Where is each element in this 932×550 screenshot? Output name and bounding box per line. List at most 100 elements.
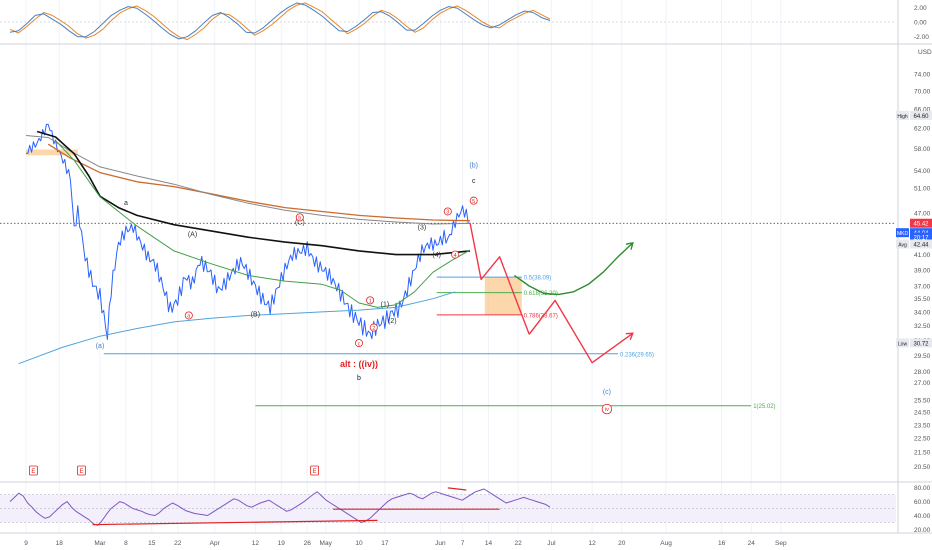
- wave-circle-label: b: [298, 216, 301, 222]
- price-badge-tag-label: Avg: [898, 243, 907, 249]
- rsi-line: [9, 488, 551, 526]
- wave-circle-label: 1: [369, 299, 372, 305]
- time-tick-label: 12: [588, 540, 596, 547]
- rsi-divergence-line: [92, 519, 378, 526]
- wave-circle-label: c: [358, 341, 361, 347]
- wave-label: (4): [432, 252, 441, 259]
- price-tick-label: 58.00: [914, 146, 931, 153]
- projection-red-zigzag-alternate: [528, 299, 634, 364]
- earnings-event-marker[interactable]: [310, 465, 320, 476]
- price-tick-label: 62.00: [914, 126, 931, 133]
- time-tick-label: May: [320, 540, 333, 547]
- wave-label: (3): [418, 224, 427, 231]
- wave-circle-label: 3: [446, 210, 449, 216]
- time-tick-label: 22: [174, 540, 182, 547]
- wave-label: (1): [381, 302, 390, 309]
- oscillator-tick-label: -2.00: [914, 34, 929, 41]
- series-price: [25, 123, 470, 340]
- wave-circle-label: iv: [605, 407, 609, 413]
- time-tick-label: 22: [514, 540, 522, 547]
- wave-label: c: [472, 178, 476, 185]
- time-tick-label: 8: [124, 540, 128, 547]
- price-badge: [910, 338, 932, 348]
- time-tick-label: Apr: [210, 540, 221, 547]
- oscillator-panel: [0, 2, 896, 41]
- time-tick-label: 24: [748, 540, 756, 547]
- time-tick-label: 15: [148, 540, 156, 547]
- earnings-event-label: E: [79, 469, 83, 475]
- wave-circle-label: a: [187, 314, 191, 320]
- wave-label: (c): [603, 389, 611, 396]
- series-ma-slow: [18, 291, 456, 365]
- earnings-event-marker[interactable]: [77, 465, 86, 476]
- time-tick-label: 7: [461, 540, 465, 547]
- price-tick-label: 51.00: [914, 185, 931, 192]
- price-tick-label: 23.50: [914, 422, 931, 429]
- price-badge-tag-label: Low: [898, 341, 908, 347]
- price-badge-tag-label: MKD: [897, 231, 909, 237]
- wave-circle-label: 2: [372, 326, 375, 332]
- price-tick-label: 34.00: [914, 309, 931, 316]
- wave-circle-marker: [469, 196, 478, 205]
- series-ma-200: [47, 143, 471, 222]
- price-tick-label: 29.50: [914, 353, 931, 360]
- earnings-event-label: E: [31, 469, 35, 475]
- wave-label: (C): [295, 220, 305, 227]
- oscillator-line-fast: [9, 2, 551, 41]
- time-tick-label: 14: [485, 540, 493, 547]
- target-zone: [26, 149, 78, 156]
- price-badge-value: 64.60: [913, 114, 929, 120]
- price-tick-label: 41.00: [914, 252, 931, 259]
- time-tick-label: 9: [24, 540, 28, 547]
- wave-circle-marker: [443, 207, 452, 216]
- fib-levels-layer: 0.5(38.09) 0.618(36.20) 0.786(33.67) 0.236(…: [0, 222, 896, 410]
- projection-layer: [469, 222, 634, 364]
- series-layer: [18, 123, 471, 365]
- projection-arrowhead: [625, 241, 634, 250]
- price-badge-value: 42.44: [913, 243, 929, 249]
- time-tick-label: Jul: [547, 540, 556, 547]
- price-tick-label: 22.50: [914, 436, 931, 443]
- price-tick-label: 21.50: [914, 450, 931, 457]
- price-tick-label: 35.50: [914, 296, 931, 303]
- wave-circle-marker: [369, 323, 378, 332]
- time-tick-label: Mar: [94, 540, 106, 547]
- fib-level-label: 0.786(33.67): [524, 313, 558, 319]
- wave-circle-marker: [184, 311, 193, 320]
- price-tick-label: 66.00: [914, 106, 931, 113]
- time-tick-label: Jun: [435, 540, 446, 547]
- price-badge-tag: [896, 228, 909, 238]
- wave-circle-label: 5: [472, 199, 475, 205]
- wave-label: (B): [251, 311, 260, 318]
- time-tick-label: 17: [381, 540, 389, 547]
- time-tick-label: 20: [618, 540, 626, 547]
- price-tick-label: 25.50: [914, 397, 931, 404]
- time-tick-label: 12: [252, 540, 260, 547]
- price-axis[interactable]: 2.00 0.00 -2.00 80.00 60.00 40.00 20.00 USD 74.0…: [896, 5, 932, 534]
- wave-label: alt : ((iv)): [340, 359, 378, 369]
- price-badge-tag: [896, 239, 909, 249]
- price-badge: [910, 232, 932, 242]
- price-tick-label: 70.00: [914, 88, 931, 95]
- fib-level-label: 1(25.02): [753, 404, 775, 410]
- time-axis[interactable]: 9 18 Mar 8 15 22 Apr 12 19 26 May 10 17 Jun 7 14 22 Jul 12…: [24, 540, 787, 547]
- wave-label: (2): [388, 318, 397, 325]
- fib-level-label: 0.236(29.65): [620, 352, 654, 358]
- time-tick-label: 18: [56, 540, 64, 547]
- price-badge: [910, 110, 932, 120]
- oscillator-tick-label: 0.00: [914, 20, 927, 27]
- series-ma-100: [36, 130, 471, 256]
- wave-circle-marker: [366, 296, 375, 305]
- price-axis-unit: USD: [918, 49, 932, 56]
- wave-circle-label: 4: [454, 253, 457, 259]
- oscillator-line-slow: [9, 2, 551, 40]
- price-badge-tag: [896, 338, 909, 348]
- wave-circle-marker: [295, 213, 304, 222]
- earnings-event-marker[interactable]: [28, 465, 38, 476]
- wave-label: b: [357, 375, 361, 382]
- price-badge-value: 20:17: [913, 236, 929, 242]
- rsi-tick-label: 60.00: [914, 499, 931, 506]
- price-badge: [910, 218, 932, 228]
